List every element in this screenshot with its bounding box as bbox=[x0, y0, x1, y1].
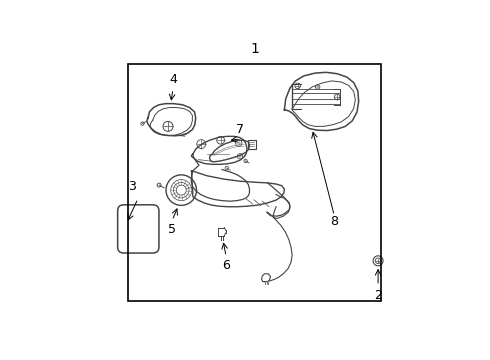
Text: 6: 6 bbox=[222, 260, 230, 273]
Text: 1: 1 bbox=[251, 42, 260, 56]
Text: 4: 4 bbox=[169, 73, 177, 86]
Bar bbox=[248, 140, 256, 149]
Text: 2: 2 bbox=[374, 288, 382, 302]
Bar bbox=[128, 64, 381, 301]
Text: 3: 3 bbox=[128, 180, 136, 193]
Text: 8: 8 bbox=[330, 215, 338, 228]
Text: 5: 5 bbox=[168, 223, 176, 237]
Text: 7: 7 bbox=[236, 123, 244, 136]
